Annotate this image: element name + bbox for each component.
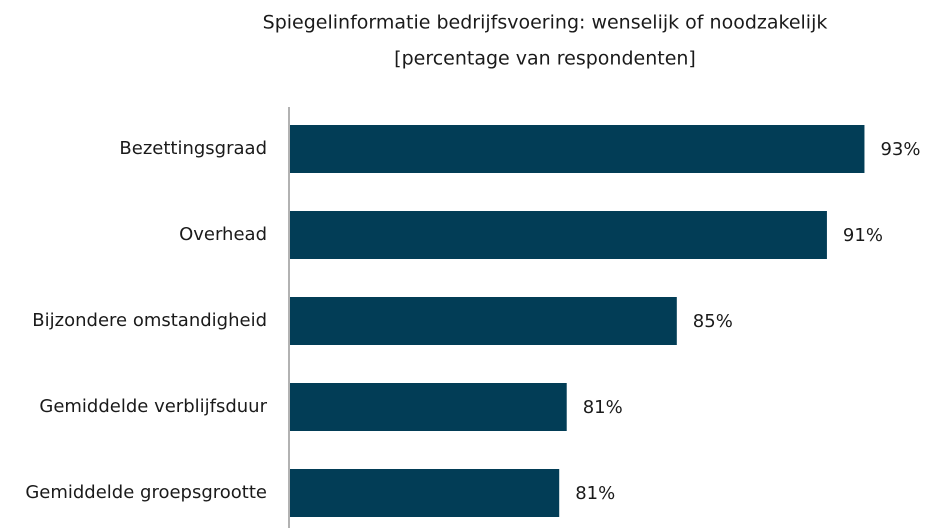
y-tick-label: Bijzondere omstandigheid <box>32 310 267 331</box>
y-tick-label: Gemiddelde verblijfsduur <box>39 396 267 417</box>
bar <box>290 211 827 259</box>
chart-title: Spiegelinformatie bedrijfsvoering: wense… <box>263 12 828 34</box>
value-label: 93% <box>880 139 920 160</box>
value-label: 91% <box>843 225 883 246</box>
bar <box>290 383 567 431</box>
value-label: 85% <box>693 311 733 332</box>
bar <box>290 125 865 173</box>
y-tick-label: Overhead <box>179 224 267 245</box>
y-tick-label: Gemiddelde groepsgrootte <box>25 482 267 503</box>
chart-subtitle: [percentage van respondenten] <box>394 48 696 70</box>
value-label: 81% <box>575 483 615 504</box>
y-tick-label: Bezettingsgraad <box>119 138 267 159</box>
bar <box>290 469 560 517</box>
bar <box>290 297 677 345</box>
value-label: 81% <box>583 397 623 418</box>
